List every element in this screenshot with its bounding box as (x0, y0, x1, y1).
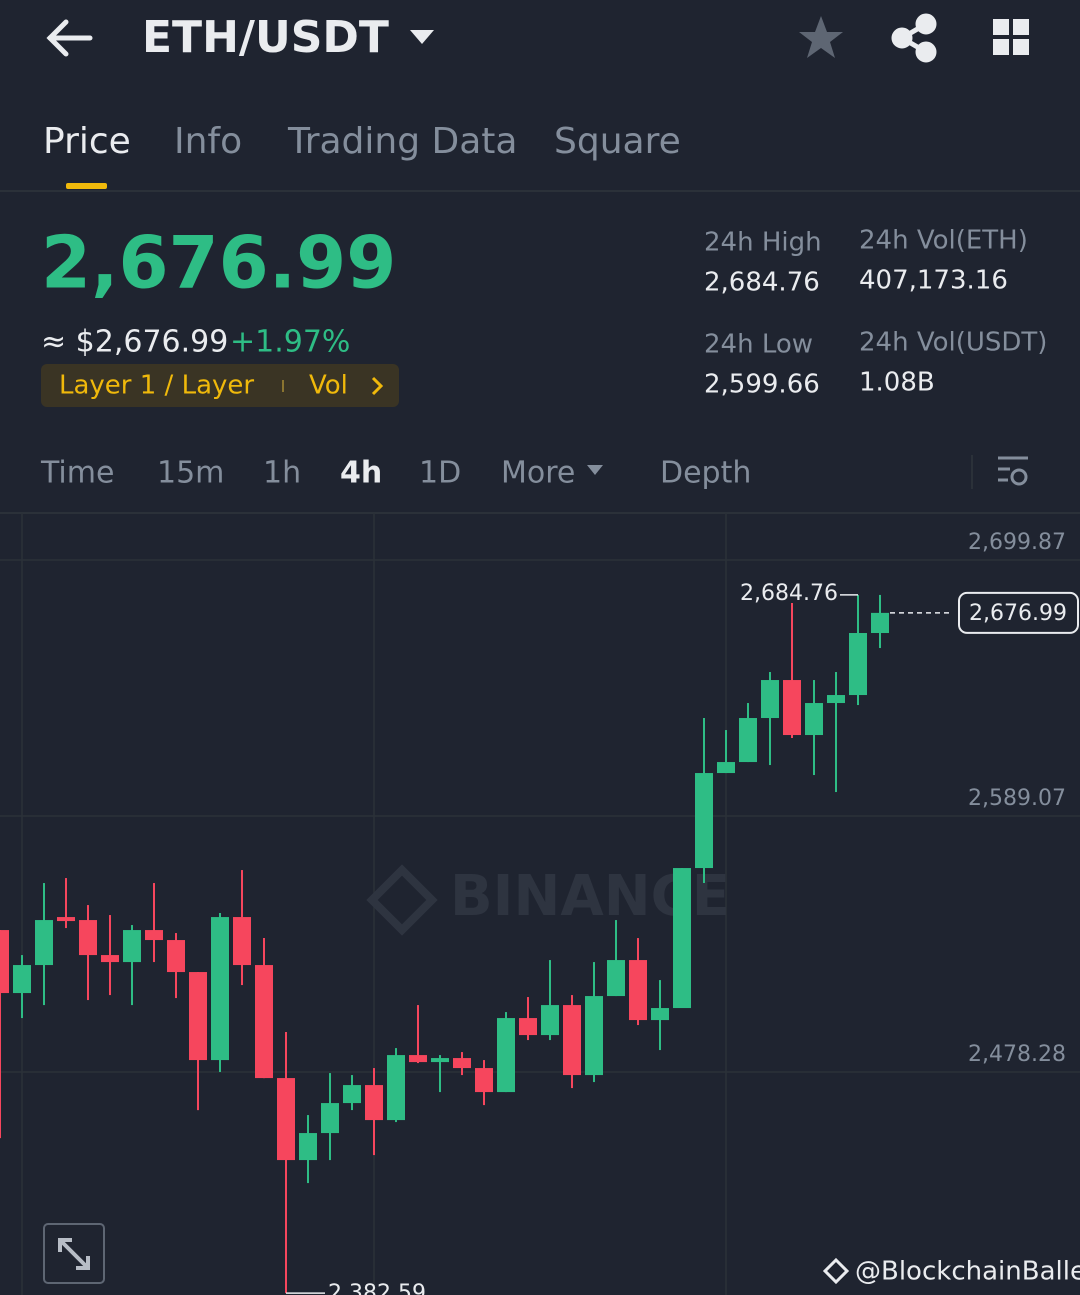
tab-indicator (66, 183, 107, 189)
candle-body (255, 965, 273, 1079)
candle-body (453, 1058, 471, 1069)
candle-body (827, 695, 845, 704)
candle-body (695, 773, 713, 869)
tab[interactable]: Square (554, 121, 681, 162)
last-price-box (958, 591, 1079, 634)
tag[interactable]: Layer 1 / Layer (59, 371, 254, 401)
candle-body (431, 1058, 449, 1063)
candle-body (519, 1018, 537, 1036)
candle-body (849, 633, 867, 696)
credit-logo (822, 1257, 850, 1285)
candle-body (57, 917, 75, 922)
candle-body (13, 965, 31, 994)
favorite-icon[interactable] (799, 16, 843, 58)
interval[interactable]: More (501, 456, 575, 491)
candle-body (79, 920, 97, 956)
candle-body (409, 1055, 427, 1063)
candle-body (563, 1005, 581, 1076)
price-change: +1.97% (230, 325, 350, 360)
stat-label: 24h Low (704, 330, 813, 360)
stat-value: 407,173.16 (859, 266, 1008, 296)
candle-body (739, 718, 757, 763)
candle-body (651, 1008, 669, 1021)
expand-button[interactable] (43, 1223, 105, 1284)
share-icon[interactable] (891, 13, 937, 63)
tag[interactable]: Vol (309, 371, 348, 401)
tab[interactable]: Trading Data (287, 121, 517, 162)
candle-body (299, 1133, 317, 1161)
grid-menu-icon[interactable] (993, 19, 1029, 55)
candle-body (387, 1055, 405, 1121)
candle-body (365, 1085, 383, 1121)
last-price-label: 2,676.99 (969, 601, 1067, 626)
interval[interactable]: 1D (419, 456, 461, 491)
y-tick-label: 2,478.28 (968, 1042, 1066, 1067)
stat-label: 24h Vol(ETH) (859, 226, 1028, 256)
interval[interactable]: 1h (263, 456, 301, 491)
pair-title[interactable]: ETH/USDT (142, 12, 389, 63)
candle-body (101, 955, 119, 963)
candle-body (167, 940, 185, 973)
stat-value: 1.08B (859, 368, 935, 398)
candle-body (123, 930, 141, 963)
interval[interactable]: Depth (660, 456, 751, 491)
candle-body (717, 762, 735, 774)
interval[interactable]: Time (40, 456, 114, 491)
candle-body (629, 960, 647, 1021)
back-button[interactable] (46, 19, 93, 57)
candle-body (343, 1085, 361, 1104)
chart-settings-icon[interactable] (998, 456, 1028, 486)
more-dropdown[interactable] (587, 465, 603, 475)
candle-body (607, 960, 625, 997)
stat-value: 2,599.66 (704, 370, 820, 400)
max-marker-label: 2,684.76 (740, 581, 838, 606)
candle-body (871, 612, 889, 634)
expand-icon (58, 1238, 90, 1270)
y-tick-label: 2,589.07 (968, 786, 1066, 811)
y-tick-label: 2,699.87 (968, 530, 1066, 555)
min-marker-label: 2,382.59 (328, 1281, 426, 1295)
candle-body (805, 703, 823, 736)
tab[interactable]: Info (174, 121, 242, 162)
candle-body (211, 917, 229, 1061)
candle-body (277, 1078, 295, 1161)
plot: 2,478.28 2,589.07 2,699.87 2,684.76 2,382.59… (0, 530, 1080, 1295)
interval[interactable]: 4h (340, 456, 382, 491)
candle-body (321, 1103, 339, 1134)
candle-body (0, 930, 9, 994)
interval[interactable]: 15m (157, 456, 224, 491)
last-price: 2,676.99 (41, 221, 396, 305)
candle-body (673, 868, 691, 1009)
candle-body (761, 680, 779, 719)
candle-body (475, 1068, 493, 1093)
candle-body (145, 930, 163, 941)
candle-body (233, 917, 251, 966)
candle-body (541, 1005, 559, 1036)
candle-body (585, 996, 603, 1076)
candle-body (189, 972, 207, 1061)
watermark-logo (366, 864, 438, 936)
candle-body (35, 920, 53, 966)
tag-chevron (371, 376, 384, 396)
candle-body (783, 680, 801, 736)
stat-value: 2,684.76 (704, 268, 820, 298)
tag-box[interactable] (41, 364, 399, 407)
tab[interactable]: Price (43, 121, 131, 162)
credit: @BlockchainBaller (855, 1257, 1080, 1287)
candle-body (497, 1018, 515, 1093)
stat-label: 24h High (704, 228, 822, 258)
pair-dropdown[interactable] (410, 30, 434, 44)
stat-label: 24h Vol(USDT) (859, 328, 1047, 358)
fiat-price: ≈ $2,676.99 (41, 325, 228, 360)
